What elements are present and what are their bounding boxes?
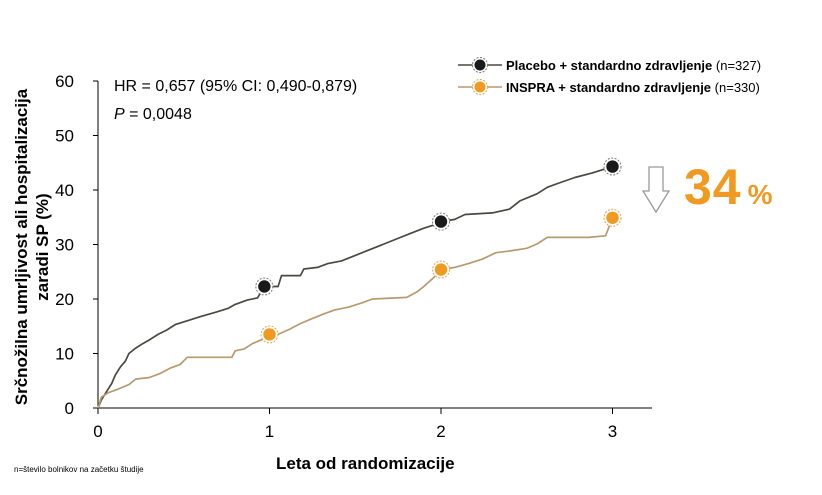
y-axis-title: Srčnožilna umrljivost ali hospitalizacij… <box>11 67 53 427</box>
legend-label-placebo: Placebo + standardno zdravljenje <box>506 57 713 73</box>
series-line-inspra <box>97 217 614 409</box>
y-tick-label: 20 <box>55 290 74 309</box>
series-lines <box>97 165 614 409</box>
risk-reduction-value: 34 <box>684 159 742 215</box>
y-tick-label: 0 <box>65 399 74 418</box>
footnote: n=število bolnikov na začetku študije <box>14 465 144 474</box>
p-value-label: P <box>114 106 125 123</box>
x-tick-label: 0 <box>93 422 102 441</box>
p-value-text: P = 0,0048 <box>114 106 192 124</box>
legend-marker-inspra <box>458 79 502 95</box>
y-tick-label: 50 <box>55 127 74 146</box>
axes: 0 10 20 30 40 50 60 0 1 2 3 <box>55 72 652 441</box>
y-tick-label: 40 <box>55 181 74 200</box>
data-point <box>606 160 619 173</box>
legend-n-placebo: (n=327) <box>715 57 762 73</box>
data-point <box>434 263 448 276</box>
x-tick-label: 3 <box>608 422 617 441</box>
legend-item-placebo: Placebo + standardno zdravljenje (n=327) <box>458 55 761 75</box>
x-tick-label: 2 <box>436 422 445 441</box>
series-markers <box>255 157 622 344</box>
down-arrow-icon <box>641 166 671 214</box>
legend-label-inspra: INSPRA + standardno zdravljenje <box>506 79 712 95</box>
y-tick-label: 10 <box>55 345 74 364</box>
data-point <box>606 211 619 224</box>
x-axis-title: Leta od randomizacije <box>276 454 455 473</box>
risk-reduction: 34% <box>684 158 773 216</box>
risk-reduction-unit: % <box>747 179 773 210</box>
y-axis-title-line1: Srčnožilna umrljivost ali hospitalizacij… <box>12 88 31 406</box>
series-line-placebo <box>97 165 613 409</box>
x-tick-label: 1 <box>265 422 274 441</box>
data-point <box>434 215 448 228</box>
y-axis-title-line2: zaradi SP (%) <box>33 193 52 301</box>
legend-marker-placebo <box>458 57 502 73</box>
data-point <box>263 328 276 341</box>
legend-item-inspra: INSPRA + standardno zdravljenje (n=330) <box>458 77 760 97</box>
p-value-number: = 0,0048 <box>124 106 192 123</box>
legend-n-inspra: (n=330) <box>714 79 760 95</box>
data-point <box>258 280 271 293</box>
hazard-ratio-text: HR = 0,657 (95% CI: 0,490-0,879) <box>114 78 358 95</box>
y-tick-label: 30 <box>55 236 74 255</box>
y-tick-label: 60 <box>55 72 74 91</box>
